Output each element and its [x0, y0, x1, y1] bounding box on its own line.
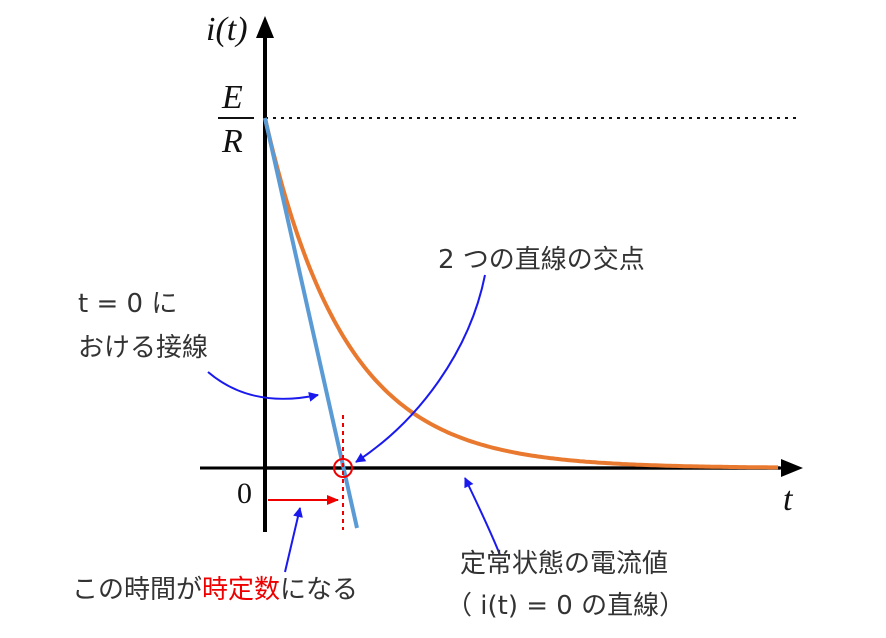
- y-arrow: [256, 16, 274, 38]
- intersection-label: 2 つの直線の交点: [438, 245, 645, 275]
- text: になる: [280, 575, 358, 605]
- intersection-arrow: [355, 274, 486, 463]
- text: この時間が: [72, 575, 202, 605]
- level-denominator: R: [221, 123, 243, 160]
- decay-curve: [263, 117, 778, 470]
- steady-label: 定常状態の電流値: [460, 549, 668, 579]
- steady-label: （ i(t) = 0 の直線）: [446, 591, 685, 621]
- level-numerator: E: [221, 79, 243, 116]
- tangent-arrow: [207, 371, 319, 402]
- highlight: 時定数: [202, 575, 280, 605]
- steady-arrow: [464, 477, 501, 556]
- time-constant-label: この時間が時定数になる: [72, 575, 358, 605]
- origin-label: 0: [237, 477, 252, 510]
- x-arrow: [781, 459, 803, 477]
- x-axis-label: t: [783, 481, 794, 518]
- time-constant-arrow: [284, 507, 303, 573]
- tangent-label: おける接線: [78, 333, 208, 363]
- y-axis-label: i(t): [206, 11, 248, 48]
- intersection-marker: [333, 458, 353, 478]
- tangent-label: t = 0 に: [78, 289, 177, 319]
